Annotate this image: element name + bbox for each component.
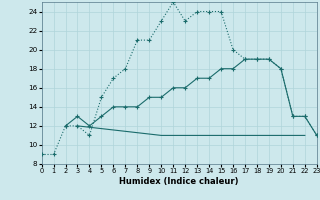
X-axis label: Humidex (Indice chaleur): Humidex (Indice chaleur) <box>119 177 239 186</box>
